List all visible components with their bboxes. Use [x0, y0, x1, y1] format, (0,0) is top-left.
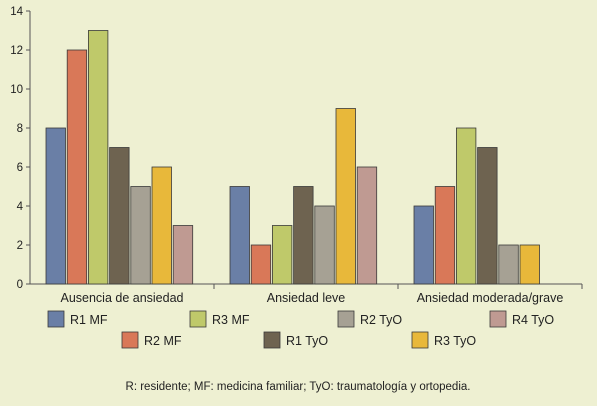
legend-label: R2 MF — [144, 334, 182, 348]
bar-r3-mf — [271, 225, 293, 285]
bar-r2-tyo — [314, 205, 335, 285]
bar-r1-tyo — [109, 147, 130, 285]
legend-label: R1 TyO — [286, 334, 328, 348]
bar-r1-tyo — [477, 147, 498, 285]
bar-r3-tyo — [151, 166, 172, 285]
bar-r2-mf — [434, 186, 456, 285]
bar-r1-mf — [45, 127, 66, 285]
bar-r3-mf — [88, 30, 109, 285]
y-tick-label: 6 — [17, 162, 23, 174]
bar-r4-tyo — [356, 166, 378, 285]
footnote: R: residente; MF: medicina familiar; TyO… — [126, 381, 471, 393]
y-tick-label: 10 — [10, 84, 23, 96]
x-category-label: Ansiedad leve — [267, 291, 346, 305]
legend-swatch — [337, 310, 355, 328]
legend-label: R4 TyO — [512, 313, 554, 327]
legend-label: R2 TyO — [360, 313, 402, 327]
legend-swatch — [411, 331, 429, 349]
legend-swatch — [489, 310, 507, 328]
legend-swatch — [263, 331, 281, 349]
bar-r2-tyo — [498, 244, 519, 285]
x-category-label: Ausencia de ansiedad — [60, 291, 183, 305]
y-tick-label: 0 — [17, 279, 23, 291]
bar-r1-mf — [413, 205, 434, 285]
bar-r2-mf — [66, 49, 88, 285]
bar-r2-tyo — [130, 186, 151, 285]
legend-swatch — [47, 310, 65, 328]
y-tick-label: 12 — [10, 45, 23, 57]
legend: R1 MF R2 MF R3 MF R1 TyO R2 TyO R3 TyO R4 TyO — [47, 310, 554, 349]
y-tick-label: 14 — [10, 6, 23, 18]
bar-r1-tyo — [293, 186, 314, 285]
bar-r4-tyo — [172, 225, 194, 285]
y-tick-label: 2 — [17, 240, 23, 252]
legend-swatch — [189, 310, 207, 328]
bar-r1-mf — [229, 186, 250, 285]
bar-r3-tyo — [335, 108, 356, 285]
legend-label: R1 MF — [70, 313, 108, 327]
y-tick-label: 4 — [17, 201, 24, 213]
legend-label: R3 MF — [212, 313, 250, 327]
plot-area: 0 2 4 6 8 10 12 14 Ausencia de ansiedad Ansiedad … — [10, 6, 583, 305]
legend-swatch — [121, 331, 139, 349]
legend-label: R3 TyO — [434, 334, 476, 348]
x-category-label: Ansiedad moderada/grave — [417, 291, 564, 305]
bar-r3-tyo — [519, 244, 540, 285]
bar-r3-mf — [455, 127, 477, 285]
y-tick-label: 8 — [17, 123, 23, 135]
bar-r2-mf — [250, 244, 272, 285]
